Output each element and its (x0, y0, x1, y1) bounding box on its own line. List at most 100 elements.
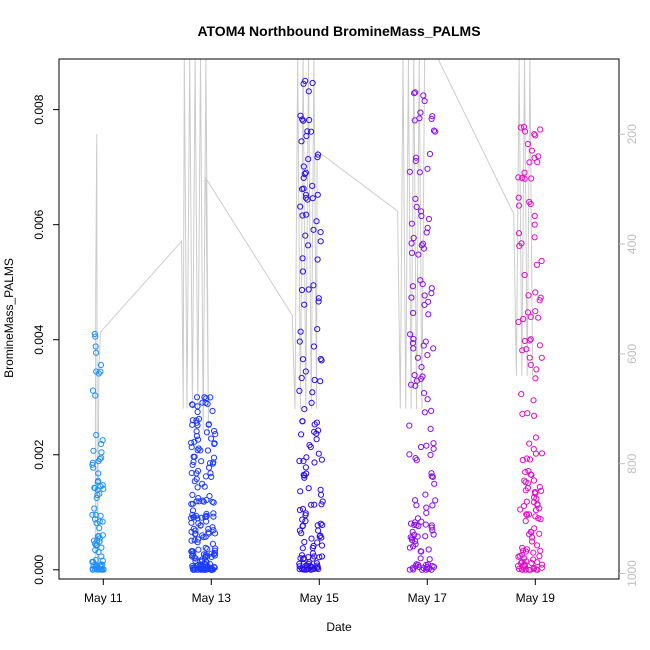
data-point (94, 541, 101, 549)
x-tick-label: May 17 (408, 591, 448, 605)
data-point (189, 553, 196, 560)
data-point (315, 295, 322, 302)
data-point (300, 80, 307, 87)
data-point (202, 473, 209, 480)
data-point (314, 539, 321, 546)
data-point (211, 530, 219, 537)
data-point (417, 548, 424, 555)
data-point (198, 458, 205, 465)
data-point (411, 521, 418, 529)
data-point (208, 435, 215, 442)
data-point (408, 249, 416, 256)
data-point (202, 554, 209, 561)
data-point (528, 534, 536, 541)
data-point (531, 488, 539, 496)
data-point (311, 501, 318, 508)
data-point (428, 115, 435, 123)
data-point (298, 374, 305, 382)
data-point (201, 394, 208, 401)
data-point (428, 407, 435, 414)
data-point (409, 537, 416, 544)
data-point (412, 157, 419, 164)
data-point (297, 555, 304, 562)
data-point (430, 531, 437, 538)
data-point (311, 459, 318, 466)
data-point (519, 410, 526, 417)
data-point (538, 257, 545, 265)
data-point (523, 512, 531, 519)
data-point (319, 498, 326, 505)
data-point (318, 456, 325, 463)
data-point (408, 294, 415, 301)
data-point (203, 429, 210, 436)
data-point (313, 436, 320, 443)
data-point (410, 335, 417, 343)
data-point (95, 470, 102, 477)
y-tick-label: 0.006 (32, 209, 46, 239)
data-point (313, 218, 320, 225)
data-point (314, 326, 321, 333)
data-point (296, 338, 303, 345)
data-point (424, 396, 431, 403)
data-point (422, 521, 429, 528)
data-point (424, 224, 431, 231)
data-point (203, 513, 210, 520)
data-point (195, 495, 202, 502)
data-point (90, 537, 98, 544)
data-point (98, 449, 105, 456)
data-point (98, 553, 105, 560)
data-point (210, 454, 218, 461)
data-point (515, 318, 522, 326)
data-point (188, 515, 195, 522)
data-point (309, 182, 316, 189)
data-point (419, 281, 426, 288)
data-point (296, 457, 303, 465)
data-point (202, 566, 209, 573)
data-point (531, 234, 538, 241)
data-point (428, 524, 435, 531)
right-tick-label: 800 (625, 453, 639, 473)
data-point (190, 458, 197, 465)
data-point (200, 551, 207, 558)
data-point (524, 309, 532, 316)
data-point (188, 444, 195, 451)
data-point (532, 450, 540, 457)
data-point (417, 555, 424, 562)
data-point (420, 92, 427, 99)
data-point (300, 163, 307, 170)
data-point (517, 124, 524, 131)
data-point (317, 229, 324, 236)
data-point (528, 471, 535, 478)
data-point (299, 116, 306, 123)
data-point (194, 484, 201, 491)
data-point (97, 565, 104, 573)
data-point (536, 483, 543, 491)
data-point (203, 496, 210, 504)
data-point (518, 240, 525, 247)
data-point (303, 132, 310, 140)
data-point (303, 211, 310, 218)
data-point (94, 479, 101, 486)
x-tick-label: May 19 (516, 591, 556, 605)
data-point (420, 342, 427, 349)
data-point (531, 412, 538, 419)
data-point (91, 330, 98, 338)
data-point (418, 242, 425, 249)
data-point (524, 140, 532, 148)
data-point (92, 333, 99, 340)
data-point (533, 366, 540, 373)
data-point (519, 347, 526, 354)
data-point (96, 490, 103, 497)
data-point (301, 301, 308, 308)
data-point (202, 533, 209, 540)
data-point (191, 537, 198, 544)
data-point (301, 406, 308, 413)
data-point (310, 542, 317, 550)
data-point (408, 240, 415, 247)
data-point (530, 397, 537, 404)
data-point (308, 128, 315, 135)
data-point (408, 381, 415, 388)
data-point (318, 501, 325, 508)
data-point (300, 174, 307, 181)
